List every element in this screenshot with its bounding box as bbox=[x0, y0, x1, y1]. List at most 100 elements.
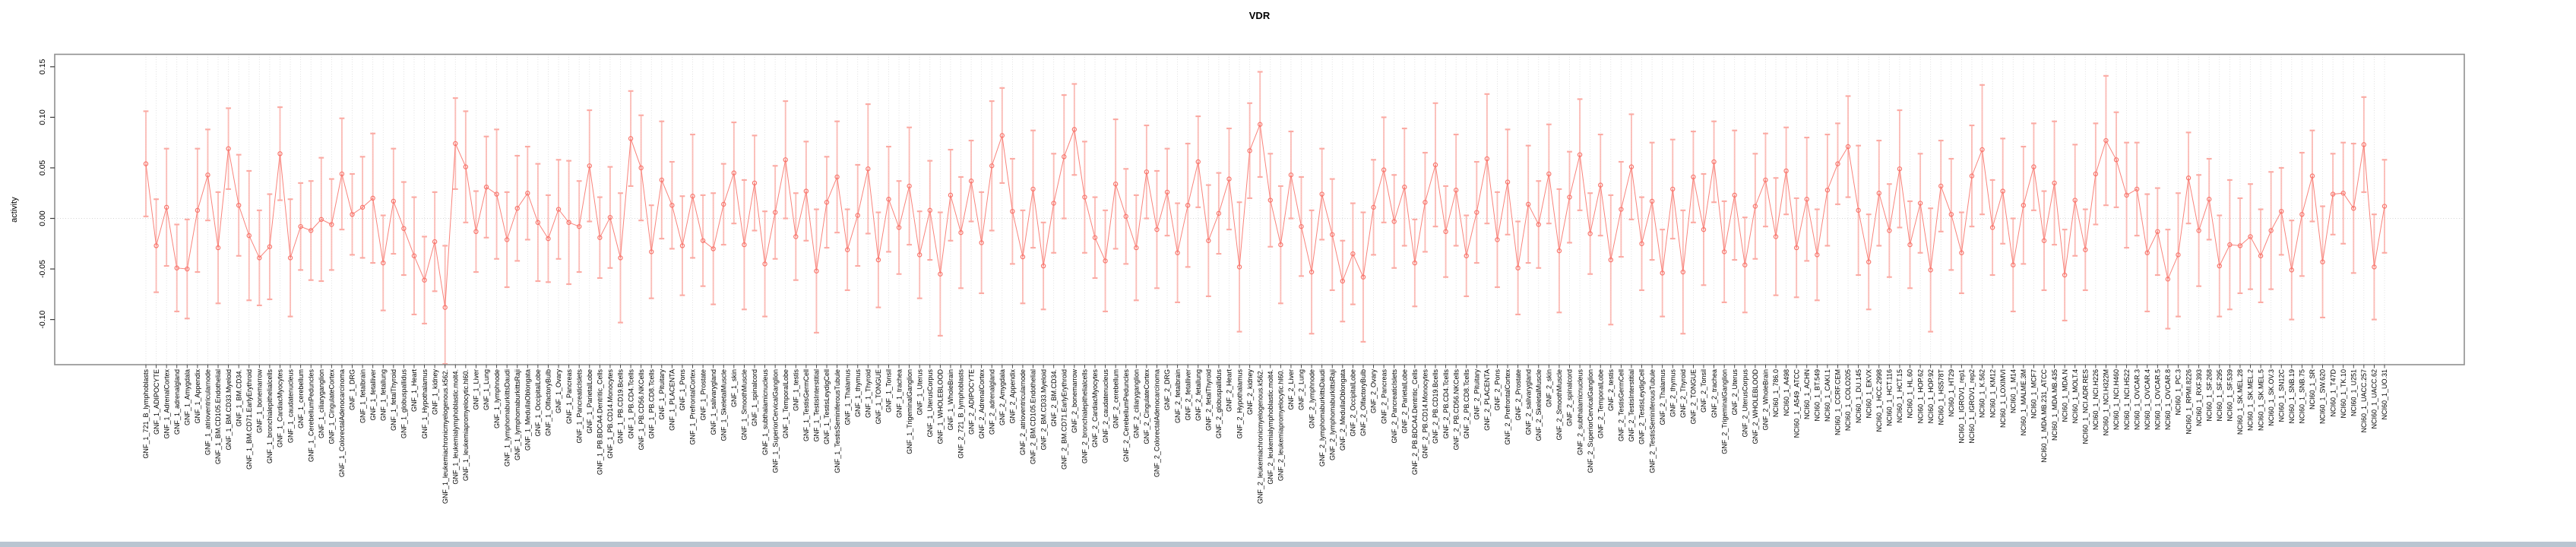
data-point-marker bbox=[1299, 223, 1304, 229]
data-point-marker bbox=[607, 214, 613, 220]
data-point-marker bbox=[287, 255, 293, 261]
x-tick-label: NCI60_1_SF.295 bbox=[2216, 369, 2223, 422]
x-tick-label: GNF_1_CardiacMyocytes bbox=[277, 369, 284, 448]
data-point-marker bbox=[742, 242, 747, 248]
data-point-marker bbox=[803, 188, 809, 194]
data-point-marker bbox=[1783, 168, 1789, 174]
x-tick-label: GNF_2_skin bbox=[1546, 369, 1553, 407]
data-point-marker bbox=[2113, 157, 2119, 163]
x-tick-label: GNF_2_Prostate bbox=[1514, 369, 1522, 421]
x-tick-label: GNF_1_TemporalLobe bbox=[782, 369, 790, 438]
data-point-marker bbox=[1216, 210, 1222, 217]
x-tick-label: NCI60_1_KM12 bbox=[1989, 369, 1996, 418]
x-tick-label: GNF_1_bonemarrow bbox=[256, 369, 264, 434]
x-tick-label: NCI60_1_M14 bbox=[2009, 369, 2017, 413]
data-point-marker bbox=[2083, 247, 2088, 252]
x-tick-label: GNF_2_leukemiachronicmyelogenous.k562. bbox=[1256, 369, 1264, 504]
x-tick-label: GNF_1_Pituitary bbox=[658, 369, 666, 420]
x-tick-label: GNF_1_CerebellumPeduncles bbox=[307, 369, 315, 463]
x-tick-label: GNF_2_globuspallidus bbox=[1215, 369, 1223, 439]
data-point-marker bbox=[1330, 232, 1335, 237]
data-point-marker bbox=[638, 165, 644, 171]
x-tick-label: GNF_2_PB.CD4.Tcells bbox=[1442, 369, 1450, 439]
x-tick-label: GNF_2_PB.CD19.Bcells bbox=[1432, 369, 1439, 444]
x-tick-label: NCI60_1_HOP.92 bbox=[1927, 369, 1935, 423]
x-tick-label: GNF_2_Amygdala bbox=[998, 369, 1006, 425]
data-point-marker bbox=[2340, 191, 2346, 196]
x-tick-label: GNF_1_fetalliver bbox=[369, 369, 377, 421]
data-point-marker bbox=[1763, 177, 1768, 183]
data-point-marker bbox=[1195, 159, 1201, 165]
x-tick-label: NCI60_1_786.0 bbox=[1772, 369, 1780, 417]
data-point-marker bbox=[772, 210, 778, 215]
x-tick-label: GNF_1_OlfactoryBulb bbox=[545, 369, 552, 436]
data-point-marker bbox=[391, 198, 397, 204]
x-tick-label: GNF_2_ParietalLobe bbox=[1400, 369, 1408, 434]
x-tick-label: GNF_2_TrigeminalGanglion bbox=[1720, 369, 1728, 454]
x-tick-label: NCI60_1_SW.620 bbox=[2319, 369, 2327, 424]
x-tick-label: GNF_2_PLACENTA bbox=[1483, 369, 1491, 431]
data-point-marker bbox=[246, 232, 252, 239]
data-point-marker bbox=[649, 249, 654, 255]
x-tick-label: GNF_2_Tonsil bbox=[1700, 369, 1707, 413]
data-point-marker bbox=[1391, 219, 1397, 224]
data-point-marker bbox=[690, 194, 695, 199]
x-tick-label: GNF_2_OccipitalLobe bbox=[1350, 369, 1357, 437]
x-tick-label: GNF_2_DRG bbox=[1163, 369, 1171, 410]
x-tick-label: GNF_1_lymphomaburkittsRaji bbox=[514, 369, 521, 460]
data-point-marker bbox=[2248, 234, 2253, 239]
data-point-marker bbox=[318, 217, 324, 223]
x-tick-label: GNF_1_trachea bbox=[895, 369, 903, 418]
data-point-marker bbox=[205, 172, 210, 178]
data-point-marker bbox=[1350, 251, 1356, 257]
x-tick-label: GNF_1_PB.CD8.Tcells bbox=[647, 369, 655, 439]
data-point-marker bbox=[236, 202, 242, 208]
data-point-marker bbox=[855, 213, 860, 218]
data-point-marker bbox=[329, 222, 334, 227]
data-point-marker bbox=[494, 191, 499, 197]
x-tick-label: GNF_1_ParietalLobe bbox=[586, 369, 593, 434]
y-tick-label: -0.05 bbox=[38, 260, 47, 278]
data-point-marker bbox=[555, 207, 562, 212]
x-tick-label: GNF_2_Liver bbox=[1287, 369, 1295, 410]
data-point-marker bbox=[1866, 259, 1872, 264]
data-point-marker bbox=[1371, 204, 1376, 210]
x-tick-label: GNF_1_testis bbox=[792, 369, 799, 412]
data-point-marker bbox=[814, 268, 819, 274]
data-point-marker bbox=[1897, 166, 1903, 172]
data-point-marker bbox=[2021, 202, 2027, 208]
data-point-marker bbox=[576, 223, 582, 229]
data-point-marker bbox=[1495, 237, 1500, 242]
data-point-marker bbox=[886, 197, 891, 202]
x-tick-label: GNF_1_Hypothalamus bbox=[421, 369, 429, 439]
data-point-marker bbox=[1556, 248, 1562, 254]
x-tick-label: GNF_1_fetalbrain bbox=[359, 369, 366, 423]
x-tick-label: GNF_2_Pituitary bbox=[1473, 369, 1481, 420]
x-tick-label: GNF_1_bronchialepithelialcells bbox=[266, 369, 274, 464]
data-point-marker bbox=[1164, 189, 1170, 195]
x-tick-label: NCI60_1_SK.MEL.5 bbox=[2257, 369, 2264, 431]
data-point-marker bbox=[2011, 262, 2016, 267]
data-point-marker bbox=[968, 179, 974, 184]
x-tick-label: GNF_1_PLACENTA bbox=[669, 369, 676, 431]
x-tick-label: NCI60_1_UACC.257 bbox=[2360, 369, 2368, 433]
data-point-marker bbox=[1443, 229, 1448, 235]
x-tick-label: NCI60_1_IGROV1_rep2 bbox=[1968, 369, 1976, 444]
data-point-marker bbox=[907, 183, 912, 189]
data-point-marker bbox=[1835, 161, 1840, 166]
plot-border bbox=[54, 53, 2465, 365]
data-point-marker bbox=[2299, 211, 2305, 217]
data-point-marker bbox=[1258, 122, 1263, 127]
data-point-marker bbox=[2103, 138, 2109, 144]
data-point-marker bbox=[1030, 186, 1036, 192]
x-tick-label: GNF_1_PrefrontalCortex bbox=[689, 369, 697, 445]
data-point-marker bbox=[1464, 253, 1469, 258]
horizontal-scrollbar[interactable] bbox=[0, 542, 2576, 547]
x-tick-label: NCI60_1_HS578T bbox=[1937, 369, 1945, 425]
x-tick-label: GNF_2_PB.CD8.Tcells bbox=[1463, 369, 1470, 439]
x-tick-label: GNF_2_Pons bbox=[1494, 369, 1502, 411]
data-point-marker bbox=[1071, 127, 1078, 132]
data-point-marker bbox=[1732, 192, 1737, 198]
